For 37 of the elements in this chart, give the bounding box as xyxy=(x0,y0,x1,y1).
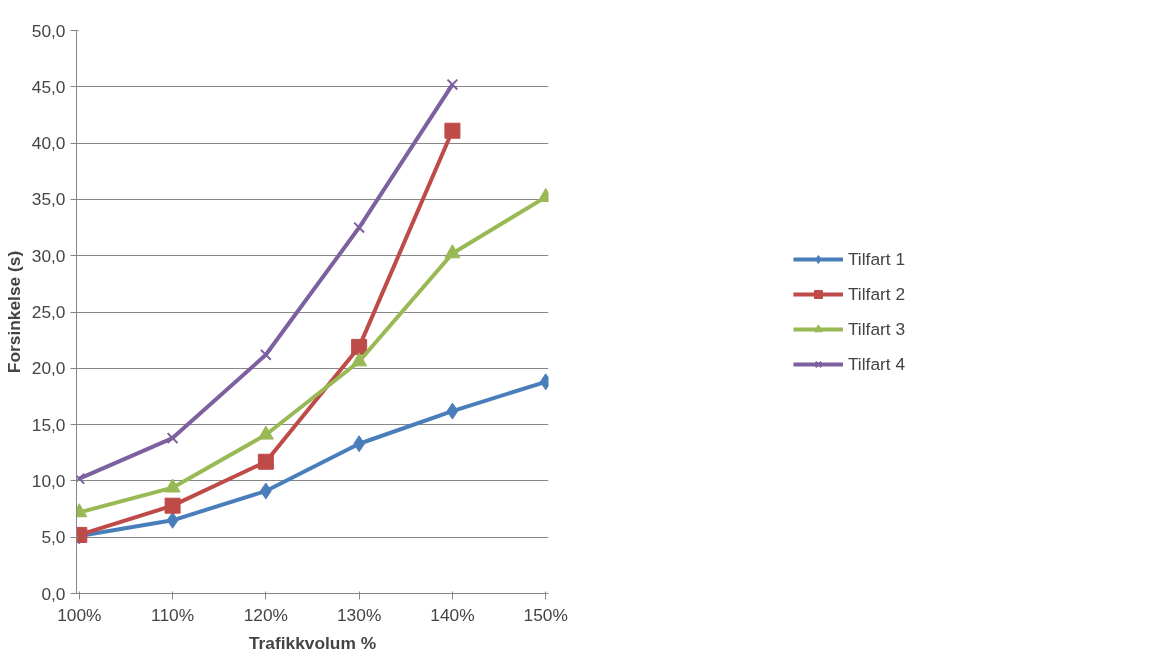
point xyxy=(166,432,179,445)
legend-label: Tilfart 1 xyxy=(847,248,906,270)
y-tick-label: 20,0 xyxy=(31,358,66,379)
x-tick-label: 120% xyxy=(243,604,289,625)
x-axis-title: Trafikkvolum % xyxy=(248,632,377,653)
point xyxy=(446,78,459,91)
y-tick-label: 35,0 xyxy=(31,189,66,210)
point xyxy=(166,511,179,529)
y-tick-label: 5,0 xyxy=(41,527,66,548)
point xyxy=(444,122,461,139)
legend-label: Tilfart 4 xyxy=(847,353,906,375)
point xyxy=(257,453,274,470)
point xyxy=(257,425,274,440)
y-tick-label: 25,0 xyxy=(31,302,66,322)
point xyxy=(353,221,366,234)
point xyxy=(351,352,368,367)
y-tick-label: 45,0 xyxy=(31,76,66,97)
x-tick-label: 150% xyxy=(523,604,568,625)
x-tick-label: 100% xyxy=(57,604,102,625)
y-tick-label: 50,0 xyxy=(31,20,66,41)
point xyxy=(259,348,272,361)
y-tick-label: 40,0 xyxy=(31,133,66,154)
y-tick-label: 30,0 xyxy=(31,245,66,266)
point xyxy=(446,402,459,420)
y-axis-title: Forsinkelse (s) xyxy=(3,250,24,374)
point xyxy=(164,478,181,493)
x-tick-label: 110% xyxy=(151,604,195,625)
y-tick-label: 15,0 xyxy=(31,414,66,435)
point xyxy=(444,244,461,259)
y-tick-label: 10,0 xyxy=(31,470,66,491)
point xyxy=(164,497,181,514)
y-tick-label: 0,0 xyxy=(41,583,66,604)
x-tick-label: 140% xyxy=(430,604,475,625)
legend-label: Tilfart 2 xyxy=(847,283,906,305)
point xyxy=(351,338,368,355)
x-tick-label: 130% xyxy=(336,604,382,625)
legend-label: Tilfart 3 xyxy=(847,318,906,340)
